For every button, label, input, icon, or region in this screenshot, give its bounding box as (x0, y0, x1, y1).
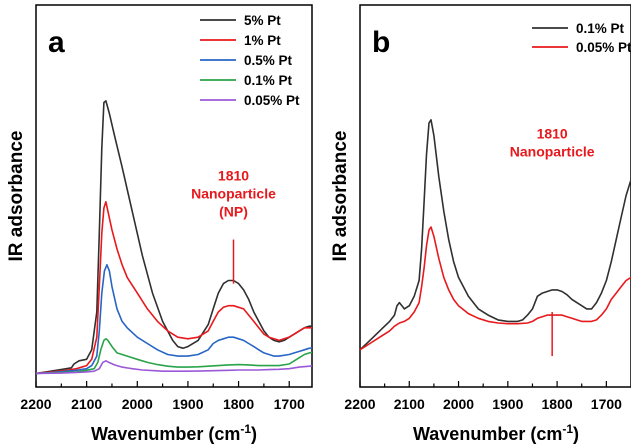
y-axis-label: IR adsorbance (6, 131, 27, 262)
series-line-1-pt (35, 201, 312, 375)
panel-label: a (48, 26, 65, 59)
panel-a: 2200 2100 2000 1900 1800 1700 1810 Nanoparticl… (6, 4, 313, 444)
series-line-5-pt (35, 100, 312, 375)
x-axis-label-end: ) (251, 424, 257, 444)
series-line-0-1-pt (35, 338, 313, 375)
x-axis-label-end: ) (573, 424, 579, 444)
x-axis-label: Wavenumber (cm-1) (413, 422, 579, 444)
annotation-layer: 1810 Nanoparticle (510, 126, 595, 357)
annotation-text: 1810 (218, 168, 249, 184)
legend-label: 0.05% Pt (244, 93, 300, 108)
series-line-0-05-pt (35, 360, 313, 375)
legend-label: 5% Pt (244, 13, 281, 28)
annotation-text: 1810 (537, 126, 568, 142)
series-layer (359, 119, 631, 351)
annotation-text: Nanoparticle (510, 144, 595, 160)
x-tick-label: 1800 (223, 396, 254, 412)
panel-b: 2200 2100 2000 1900 1800 1700 1810 Nanoparticl… (330, 4, 631, 444)
legend-label: 1% Pt (244, 33, 281, 48)
x-tick-label: 2100 (394, 396, 425, 412)
tick-layer: 2200 2100 2000 1900 1800 1700 (20, 381, 305, 412)
x-axis-label: Wavenumber (cm-1) (91, 422, 257, 444)
series-line-0-05-pt (359, 226, 631, 351)
legend: 0.1% Pt 0.05% Pt (532, 21, 631, 55)
x-tick-label: 1700 (274, 396, 305, 412)
x-tick-label: 1900 (492, 396, 523, 412)
x-tick-label: 1800 (542, 396, 573, 412)
x-axis-label-sup: -1 (562, 422, 573, 436)
x-tick-label: 2000 (443, 396, 474, 412)
x-axis-label-text: Wavenumber (cm (91, 424, 240, 444)
x-tick-label: 1700 (591, 396, 622, 412)
series-line-0-5-pt (35, 264, 312, 375)
legend: 5% Pt 1% Pt 0.5% Pt 0.1% Pt 0.05% Pt (200, 13, 300, 108)
x-axis-label-text: Wavenumber (cm (413, 424, 562, 444)
panel-label: b (372, 26, 390, 59)
annotation-text: Nanoparticle (191, 186, 276, 202)
plot-frame (35, 4, 313, 388)
annotation-text: (NP) (219, 204, 248, 220)
x-tick-label: 2200 (344, 396, 375, 412)
x-tick-label: 1900 (172, 396, 203, 412)
legend-label: 0.1% Pt (244, 73, 293, 88)
x-tick-label: 2200 (20, 396, 51, 412)
plot-frame (359, 4, 631, 388)
legend-label: 0.5% Pt (244, 53, 293, 68)
series-line-0-1-pt (359, 119, 631, 351)
tick-layer: 2200 2100 2000 1900 1800 1700 (344, 381, 622, 412)
x-axis-label-sup: -1 (240, 422, 251, 436)
x-tick-label: 2000 (122, 396, 153, 412)
series-layer (35, 100, 313, 375)
legend-label: 0.1% Pt (576, 21, 625, 36)
legend-label: 0.05% Pt (576, 40, 631, 55)
x-tick-label: 2100 (71, 396, 102, 412)
y-axis-label: IR adsorbance (330, 131, 351, 262)
annotation-layer: 1810 Nanoparticle (NP) (191, 168, 276, 284)
